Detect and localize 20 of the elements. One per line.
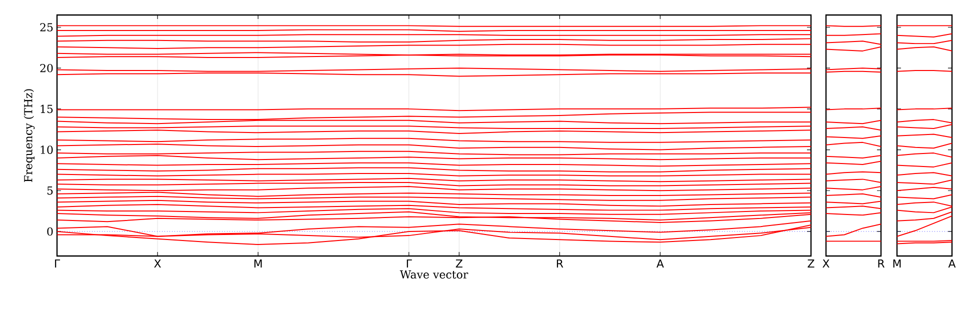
y-tick-label: 25 [40,23,53,32]
x-tick-label: M [254,260,262,268]
y-tick-label: 15 [40,104,53,114]
x-tick-label: R [878,260,884,268]
y-tick-label: 5 [47,186,53,195]
y-tick-label: 0 [47,227,53,236]
x-tick-label: X [822,260,830,268]
y-axis-title: Frequency (THz) [24,89,35,182]
x-tick-label: R [556,260,564,268]
x-tick-label: Z [456,260,462,268]
x-tick-label: M [893,260,901,268]
x-tick-label: A [948,260,956,268]
x-axis-title: Wave vector [400,270,468,279]
x-tick-label: A [656,260,664,268]
x-tick-label: X [154,260,161,268]
x-tick-label: Γ [406,260,412,268]
x-tick-label: Γ [55,260,60,268]
y-tick-label: 20 [40,64,53,72]
x-tick-label: Z [808,260,814,268]
y-tick-label: 10 [40,146,53,154]
